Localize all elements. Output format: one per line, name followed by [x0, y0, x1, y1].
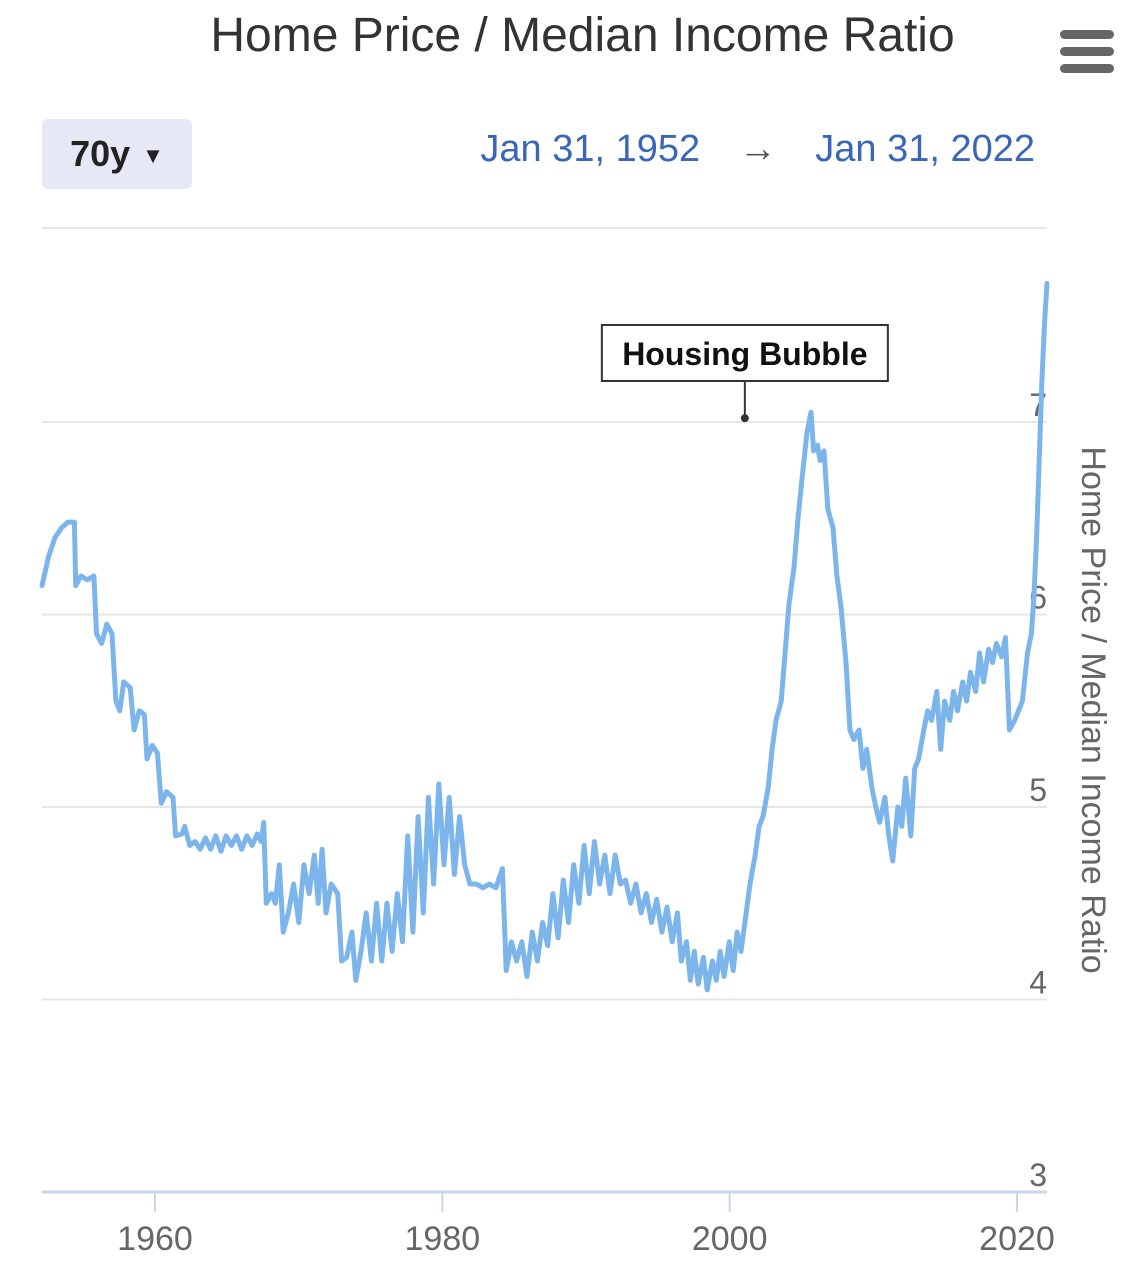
chart-title: Home Price / Median Income Ratio: [210, 9, 955, 62]
series-line: [39, 280, 1050, 993]
x-tick-label: 2020: [979, 1220, 1055, 1258]
annotation-box: [600, 324, 889, 382]
hamburger-menu-icon[interactable]: [1058, 28, 1116, 76]
y-tick-label: 7: [1029, 387, 1047, 423]
end-date[interactable]: Jan 31, 2022: [815, 128, 1035, 170]
range-label: 70y: [70, 133, 131, 174]
y-tick-label: 5: [1029, 772, 1047, 808]
caret-down-icon: ▼: [142, 143, 164, 168]
y-tick-label: 4: [1029, 965, 1047, 1001]
annotation-housing-bubble: Housing Bubble: [600, 324, 889, 423]
range-selector-button[interactable]: 70y ▼: [42, 119, 192, 189]
arrow-icon: →: [738, 128, 777, 170]
date-range: Jan 31, 1952 → Jan 31, 2022: [480, 128, 1035, 171]
y-tick-label: 3: [1029, 1157, 1047, 1193]
start-date[interactable]: Jan 31, 1952: [480, 128, 701, 170]
annotation-point: [740, 414, 749, 423]
annotation-label: Housing Bubble: [622, 336, 867, 372]
y-axis-title: Home Price / Median Income Ratio: [1074, 446, 1112, 973]
x-tick-label: 2000: [692, 1220, 768, 1258]
x-tick-label: 1960: [117, 1220, 193, 1258]
x-tick-label: 1980: [405, 1220, 481, 1258]
